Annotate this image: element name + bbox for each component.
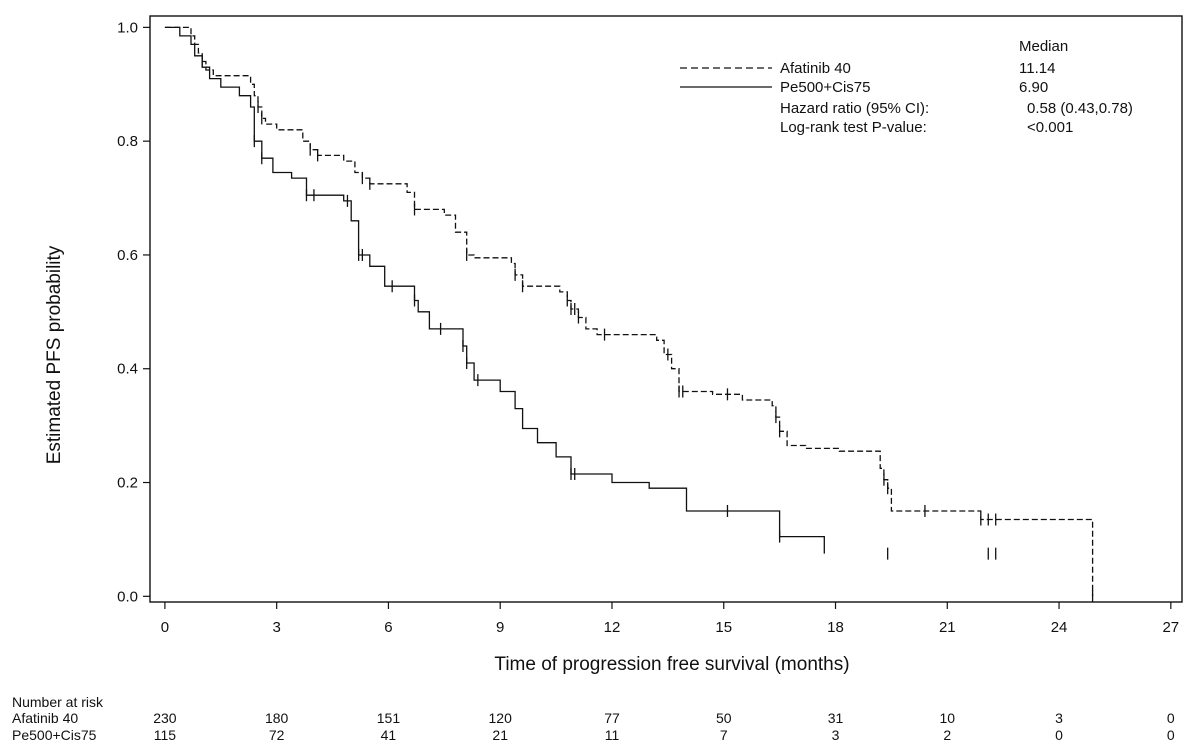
x-tick-label: 24: [1051, 619, 1068, 636]
x-tick-label: 3: [272, 619, 280, 636]
x-tick-label: 21: [939, 619, 956, 636]
plot-border: [149, 15, 1183, 603]
x-tick-label: 0: [161, 619, 169, 636]
risk-value: 180: [265, 710, 289, 726]
y-tick-label: 1.0: [117, 19, 138, 36]
x-tick-label: 9: [496, 619, 504, 636]
risk-value: 7: [720, 727, 728, 743]
risk-row-label-afatinib: Afatinib 40: [12, 710, 78, 726]
legend-stat-value-hazard: 0.58 (0.43,0.78): [1027, 100, 1133, 117]
risk-value: 3: [832, 727, 840, 743]
legend-stat-label-logrank: Log-rank test P-value:: [780, 119, 927, 136]
legend-median-afatinib: 11.14: [1019, 60, 1055, 77]
x-tick-label: 15: [715, 619, 732, 636]
y-axis: 0.0 0.2 0.4 0.6 0.8 1.0: [117, 19, 150, 605]
y-tick-label: 0.8: [117, 133, 138, 150]
risk-table-title: Number at risk: [12, 694, 104, 710]
x-axis: 0 3 6 9 12 15 18 21 24 27: [161, 602, 1179, 636]
legend-label-afatinib: Afatinib 40: [780, 60, 851, 77]
risk-table: Number at risk Afatinib 40 Pe500+Cis75 2…: [12, 694, 1175, 743]
risk-value: 11: [605, 727, 620, 743]
legend: Median Afatinib 40 11.14 Pe500+Cis75 6.9…: [680, 38, 1133, 136]
series-line-0: [164, 26, 1094, 597]
x-tick-label: 18: [827, 619, 844, 636]
x-tick-label: 6: [384, 619, 392, 636]
risk-value: 2: [943, 727, 951, 743]
risk-value: 0: [1055, 727, 1063, 743]
y-tick-label: 0.6: [117, 247, 138, 264]
x-tick-label: 12: [604, 619, 621, 636]
risk-value: 0: [1167, 727, 1175, 743]
risk-value: 120: [489, 710, 513, 726]
legend-label-pemetrexed: Pe500+Cis75: [780, 79, 870, 96]
y-tick-label: 0.4: [117, 361, 138, 378]
risk-value: 10: [939, 710, 955, 726]
legend-stat-value-logrank: <0.001: [1027, 119, 1073, 136]
risk-value: 72: [269, 727, 285, 743]
y-axis-title: Estimated PFS probability: [44, 245, 65, 464]
survival-curves: [164, 26, 1094, 597]
legend-stat-label-hazard: Hazard ratio (95% CI):: [780, 100, 929, 117]
risk-value: 50: [716, 710, 732, 726]
censor-marks: [201, 55, 1094, 603]
y-tick-label: 0.2: [117, 475, 138, 492]
risk-value: 21: [492, 727, 508, 743]
legend-median-header: Median: [1019, 38, 1068, 55]
risk-value: 0: [1167, 710, 1175, 726]
risk-value: 115: [154, 727, 177, 743]
risk-value: 3: [1055, 710, 1063, 726]
plot-frame: [149, 15, 1183, 603]
series-line-1: [164, 26, 825, 554]
x-axis-title: Time of progression free survival (month…: [494, 654, 849, 675]
x-tick-label: 27: [1162, 619, 1179, 636]
risk-row-label-pemetrexed: Pe500+Cis75: [12, 727, 97, 743]
risk-value: 151: [377, 710, 401, 726]
risk-value: 230: [153, 710, 177, 726]
y-tick-label: 0.0: [117, 588, 138, 605]
risk-value: 41: [381, 727, 397, 743]
risk-value: 77: [604, 710, 620, 726]
legend-median-pemetrexed: 6.90: [1019, 79, 1048, 96]
risk-value: 31: [828, 710, 844, 726]
